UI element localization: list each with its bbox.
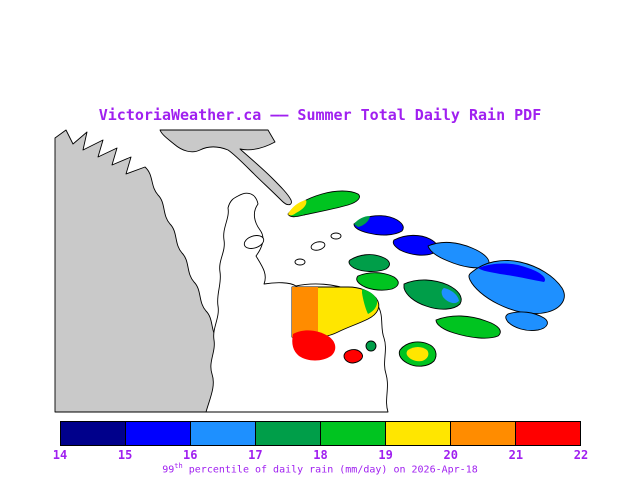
colorbar-segment [190,422,255,445]
island-cyan-large [468,260,565,315]
colorbar-segment [320,422,385,445]
caption-text: percentile of daily rain (mm/day) on 202… [182,464,478,476]
data-region-red [292,330,336,361]
island-blue-3 [427,241,490,269]
island-green-chain [287,190,360,218]
colorbar-segment [61,422,125,445]
colorbar-tick-label: 16 [183,448,198,462]
island-green-center-1 [348,254,390,272]
island-green-teal-blue-part [441,288,459,304]
colorbar-tick-label: 14 [52,448,68,462]
colorbar-tick-label: 21 [508,448,524,462]
caption: 99th percentile of daily rain (mm/day) o… [0,462,640,475]
caption-percentile: 99 [162,464,175,476]
island-cyan-small [505,311,548,331]
colorbar-segment [255,422,320,445]
island-green-chain-yellow-tip [288,200,307,216]
island-green-center-2 [356,272,399,291]
island-green-lower-right [435,315,501,339]
island-cyan-large-darkblue-streak [478,263,546,282]
islet-white-3 [294,258,306,266]
colorbar-segment [515,422,580,445]
caption-superscript: th [174,462,183,470]
data-region-green-edge [362,289,378,314]
islet-red [343,349,363,364]
islet-green-dot [365,340,377,352]
colorbar-tick-label: 18 [313,448,328,462]
islet-kidney-yellow-center [406,347,429,362]
colorbar-tick-label: 20 [443,448,458,462]
islet-white-2 [310,241,326,251]
colorbar-segment [450,422,515,445]
colorbar-ticks: 14 15 16 17 18 19 20 21 22 [53,448,588,462]
plot-title: VictoriaWeather.ca —— Summer Total Daily… [98,106,542,124]
island-green-teal [403,279,462,310]
island-blue-1-green-tip [354,216,370,227]
colorbar-tick-label: 19 [378,448,393,462]
colorbar-tick-label: 17 [248,448,263,462]
colorbar-tick-label: 22 [573,448,589,462]
data-region-orange [292,287,318,337]
colorbar-tick-label: 15 [117,448,133,462]
islet-white-1 [243,235,265,249]
colorbar-segment [385,422,450,445]
colorbar [60,421,581,446]
colorbar-segment [125,422,190,445]
islet-white-4 [330,232,342,240]
land-cowichan-strip [159,129,292,206]
